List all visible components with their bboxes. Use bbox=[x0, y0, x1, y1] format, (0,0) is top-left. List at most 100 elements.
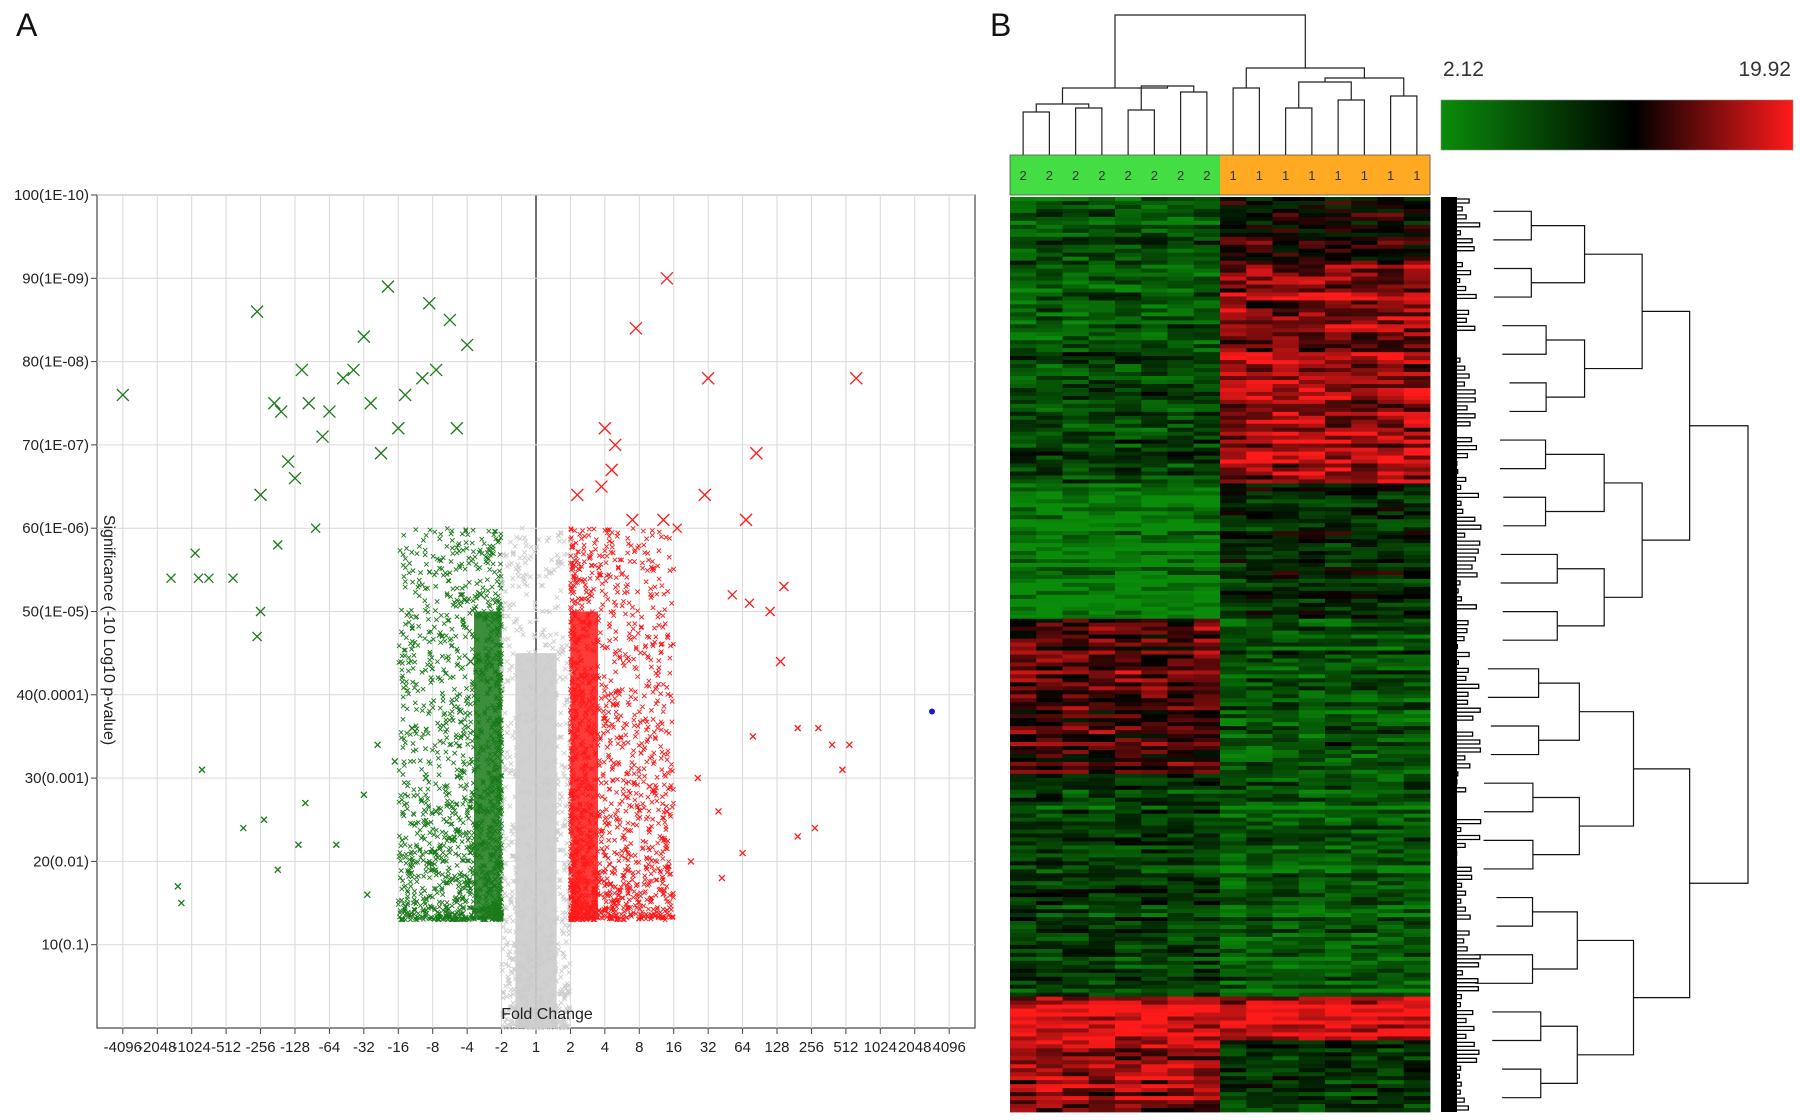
heatmap-cell bbox=[1272, 272, 1300, 277]
heatmap-cell bbox=[1167, 964, 1195, 970]
heatmap-row bbox=[1010, 777, 1431, 783]
heatmap-cell bbox=[1351, 443, 1378, 449]
heatmap-cell bbox=[1272, 312, 1300, 317]
heatmap-cell bbox=[1141, 1060, 1168, 1065]
heatmap-cell bbox=[1010, 1052, 1037, 1057]
heatmap-cell bbox=[1010, 563, 1037, 568]
heatmap-cell bbox=[1193, 344, 1221, 349]
heatmap-cell bbox=[1325, 551, 1352, 556]
heatmap-cell bbox=[1246, 726, 1273, 731]
heatmap-cell bbox=[1115, 1024, 1142, 1029]
heatmap-cell bbox=[1115, 348, 1142, 353]
heatmap-cell bbox=[1141, 236, 1168, 242]
heatmap-cell bbox=[1141, 376, 1168, 381]
heatmap-cell bbox=[1193, 578, 1221, 584]
heatmap-cell bbox=[1167, 837, 1195, 842]
heatmap-cell bbox=[1298, 296, 1326, 301]
heatmap-cell bbox=[1062, 722, 1090, 727]
heatmap-cell bbox=[1062, 348, 1090, 353]
heatmap-cell bbox=[1377, 578, 1405, 584]
heatmap-cell bbox=[1377, 710, 1405, 715]
heatmap-cell bbox=[1246, 817, 1273, 822]
heatmap-cell bbox=[1141, 1088, 1168, 1093]
heatmap-cell bbox=[1141, 443, 1168, 449]
heatmap-cell bbox=[1115, 614, 1142, 620]
heatmap-cell bbox=[1246, 749, 1273, 755]
column-label: 1 bbox=[1335, 168, 1342, 183]
heatmap-cell bbox=[1062, 1024, 1090, 1029]
heatmap-cell bbox=[1141, 1032, 1168, 1037]
heatmap-cell bbox=[1088, 499, 1116, 504]
heatmap-cell bbox=[1377, 582, 1405, 588]
heatmap-cell bbox=[1088, 718, 1116, 723]
heatmap-row bbox=[1010, 905, 1431, 910]
heatmap-cell bbox=[1062, 376, 1090, 381]
heatmap-cell bbox=[1036, 284, 1063, 289]
heatmap-cell bbox=[1351, 841, 1378, 846]
heatmap-cell bbox=[1167, 881, 1195, 886]
heatmap-row bbox=[1010, 372, 1431, 377]
heatmap-cell bbox=[1141, 499, 1168, 504]
heatmap-cell bbox=[1325, 682, 1352, 687]
data-point bbox=[672, 523, 683, 534]
heatmap-cell bbox=[1351, 1036, 1378, 1041]
heatmap-cell bbox=[1325, 952, 1352, 958]
heatmap-cell bbox=[1036, 340, 1063, 345]
heatmap-cell bbox=[1115, 578, 1142, 584]
heatmap-cell bbox=[1351, 586, 1378, 592]
heatmap-cell bbox=[1193, 435, 1221, 441]
heatmap-cell bbox=[1377, 773, 1405, 779]
heatmap-cell bbox=[1062, 320, 1090, 325]
heatmap-cell bbox=[1272, 443, 1300, 449]
heatmap-cell bbox=[1351, 236, 1378, 242]
heatmap-cell bbox=[1325, 495, 1352, 500]
heatmap-cell bbox=[1167, 439, 1195, 445]
heatmap-cell bbox=[1193, 710, 1221, 715]
heatmap-cell bbox=[1062, 976, 1090, 982]
heatmap-cell bbox=[1062, 340, 1090, 345]
heatmap-cell bbox=[1272, 519, 1300, 524]
heatmap-cell bbox=[1377, 316, 1405, 321]
heatmap-cell bbox=[1036, 940, 1063, 946]
heatmap-cell bbox=[1088, 801, 1116, 807]
heatmap-cell bbox=[1167, 1076, 1195, 1081]
heatmap-cell bbox=[1115, 276, 1142, 281]
heatmap-cell bbox=[1010, 527, 1037, 532]
data-point bbox=[288, 471, 302, 485]
heatmap-cell bbox=[1167, 240, 1195, 246]
heatmap-cell bbox=[1220, 797, 1247, 803]
heatmap-cell bbox=[1010, 340, 1037, 345]
heatmap-cell bbox=[1088, 328, 1116, 333]
heatmap-cell bbox=[1010, 471, 1037, 476]
heatmap-cell bbox=[1403, 559, 1431, 564]
heatmap-cell bbox=[1403, 348, 1431, 353]
heatmap-cell bbox=[1298, 1064, 1326, 1069]
heatmap-cell bbox=[1220, 761, 1247, 767]
heatmap-cell bbox=[1062, 419, 1090, 425]
heatmap-cell bbox=[1272, 714, 1300, 719]
heatmap-cell bbox=[1167, 813, 1195, 819]
heatmap-row bbox=[1010, 586, 1431, 592]
heatmap-cell bbox=[1403, 240, 1431, 246]
heatmap-cell bbox=[1167, 897, 1195, 902]
heatmap-cell bbox=[1115, 630, 1142, 636]
heatmap-cell bbox=[1167, 276, 1195, 281]
heatmap-cell bbox=[1010, 555, 1037, 560]
heatmap-cell bbox=[1141, 383, 1168, 389]
heatmap-cell bbox=[1272, 634, 1300, 639]
heatmap-cell bbox=[1141, 395, 1168, 401]
y-tick-label: 100(1E-10) bbox=[14, 187, 89, 204]
heatmap-cell bbox=[1220, 197, 1247, 202]
heatmap-cell bbox=[1141, 1096, 1168, 1101]
heatmap-cell bbox=[1220, 694, 1247, 699]
heatmap-cell bbox=[1403, 539, 1431, 544]
heatmap-cell bbox=[1141, 264, 1168, 270]
heatmap-cell bbox=[1272, 678, 1300, 683]
heatmap-cell bbox=[1036, 722, 1063, 727]
heatmap-cell bbox=[1062, 455, 1090, 460]
heatmap-cell bbox=[1193, 264, 1221, 270]
heatmap-cell bbox=[1272, 726, 1300, 731]
heatmap-cell bbox=[1088, 483, 1116, 488]
heatmap-cell bbox=[1167, 523, 1195, 528]
heatmap-cell bbox=[1193, 1000, 1221, 1005]
